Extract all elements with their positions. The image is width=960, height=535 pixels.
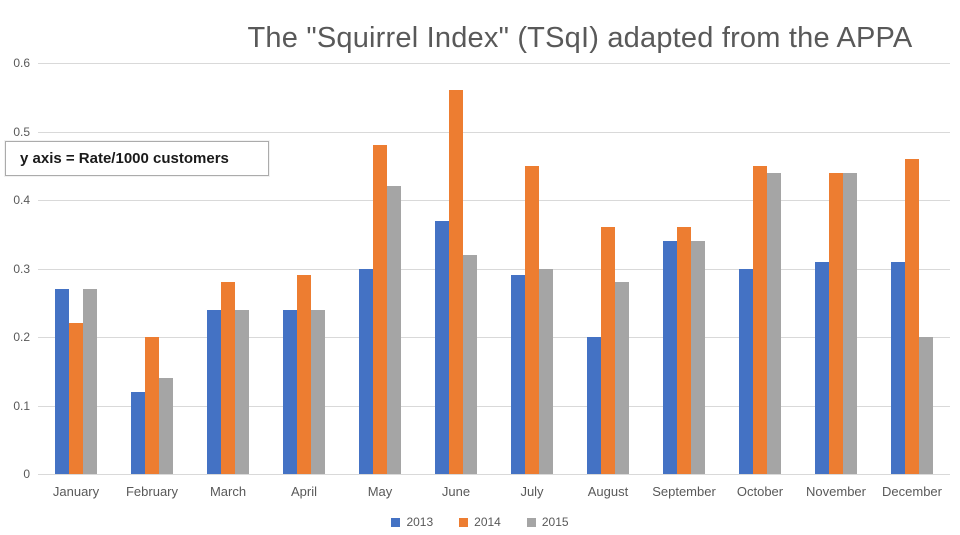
bar-2013-october: [739, 268, 753, 474]
bar-2013-september: [663, 241, 677, 474]
bar-group-march: [190, 63, 266, 474]
gridline: [38, 268, 950, 270]
bar-group-september: [646, 63, 722, 474]
x-tick-label-september: September: [652, 484, 716, 499]
bar-group-april: [266, 63, 342, 474]
y-tick-label: 0.6: [13, 56, 30, 70]
gridline: [38, 405, 950, 407]
y-tick-label: 0.4: [13, 193, 30, 207]
bar-2013-may: [359, 268, 373, 474]
annotation-box: y axis = Rate/1000 customers: [5, 141, 269, 176]
bar-2015-april: [311, 309, 325, 474]
y-axis-labels: 0 0.1 0.2 0.3 0.4 0.5 0.6: [0, 56, 30, 481]
bar-2014-october: [753, 165, 767, 474]
bar-2014-november: [829, 172, 843, 474]
legend-label-2015: 2015: [541, 515, 569, 529]
x-tick-label-january: January: [52, 484, 100, 499]
bar-2014-december: [905, 158, 919, 474]
bar-2014-may: [373, 145, 387, 474]
bar-2015-november: [843, 172, 857, 474]
bar-2013-april: [283, 309, 297, 474]
bar-2015-june: [463, 254, 477, 474]
legend-swatch-2014: [459, 517, 469, 527]
bar-2014-august: [601, 227, 615, 474]
annotation-text: y axis = Rate/1000 customers: [20, 150, 229, 167]
bar-2015-july: [539, 268, 553, 474]
legend-swatch-2015: [526, 517, 536, 527]
gridline: [38, 63, 950, 64]
bar-2015-march: [235, 309, 249, 474]
bar-2014-july: [525, 165, 539, 474]
bar-2014-february: [145, 337, 159, 474]
x-tick-label-april: April: [290, 484, 317, 499]
bar-group-november: [798, 63, 874, 474]
legend-item-2014: 2014: [459, 515, 501, 529]
bar-group-october: [722, 63, 798, 474]
bar-2014-january: [69, 323, 83, 474]
bar-2015-january: [83, 289, 97, 474]
bar-group-august: [570, 63, 646, 474]
x-tick-label-october: October: [736, 484, 784, 499]
legend-item-2015: 2015: [526, 515, 569, 529]
bar-group-may: [342, 63, 418, 474]
bar-2014-september: [677, 227, 691, 474]
x-tick-label-march: March: [209, 484, 247, 499]
bar-groups: [38, 63, 950, 474]
y-tick-label: 0: [23, 467, 30, 481]
chart-title: The "Squirrel Index" (TSqI) adapted from…: [247, 22, 913, 54]
bar-2013-december: [891, 261, 905, 474]
x-tick-label-june: June: [441, 484, 471, 499]
bar-2013-november: [815, 261, 829, 474]
bar-2013-june: [435, 220, 449, 474]
gridline: [38, 131, 950, 133]
bar-2014-april: [297, 275, 311, 474]
bar-group-june: [418, 63, 494, 474]
x-tick-label-july: July: [520, 484, 544, 499]
bar-2015-october: [767, 172, 781, 474]
bar-group-january: [38, 63, 114, 474]
x-tick-label-may: May: [367, 484, 393, 499]
bar-group-july: [494, 63, 570, 474]
y-tick-label: 0.3: [13, 261, 30, 276]
gridline: [38, 200, 950, 201]
bar-2014-march: [221, 282, 235, 474]
legend-label-2013: 2013: [406, 515, 434, 529]
bar-2015-may: [387, 186, 401, 474]
bar-group-february: [114, 63, 190, 474]
bar-2013-july: [511, 275, 525, 474]
bar-2013-january: [55, 289, 69, 474]
plot-area: [38, 63, 950, 475]
legend-label-2014: 2014: [474, 515, 501, 529]
x-tick-label-december: December: [882, 484, 942, 499]
y-tick-label: 0.2: [13, 330, 30, 344]
x-tick-label-february: February: [125, 484, 179, 499]
y-tick-label: 0.1: [13, 398, 30, 413]
x-tick-label-november: November: [806, 484, 866, 499]
y-tick-label: 0.5: [13, 124, 30, 139]
bar-2013-february: [131, 391, 145, 474]
bar-2013-august: [587, 337, 601, 474]
gridline: [38, 337, 950, 338]
bar-2015-february: [159, 378, 173, 474]
bar-2015-august: [615, 282, 629, 474]
bar-2015-december: [919, 337, 933, 474]
bar-2014-june: [449, 90, 463, 474]
bar-2013-march: [207, 309, 221, 474]
x-axis-labels: January February March April May June July Augu…: [38, 484, 950, 499]
legend-swatch-2013: [391, 517, 401, 527]
x-tick-label-august: August: [587, 484, 629, 499]
legend-item-2013: 2013: [391, 515, 433, 529]
gridline: [38, 474, 950, 475]
bar-group-december: [874, 63, 950, 474]
legend: 2013 2014 2015: [0, 515, 960, 529]
bar-2015-september: [691, 241, 705, 474]
